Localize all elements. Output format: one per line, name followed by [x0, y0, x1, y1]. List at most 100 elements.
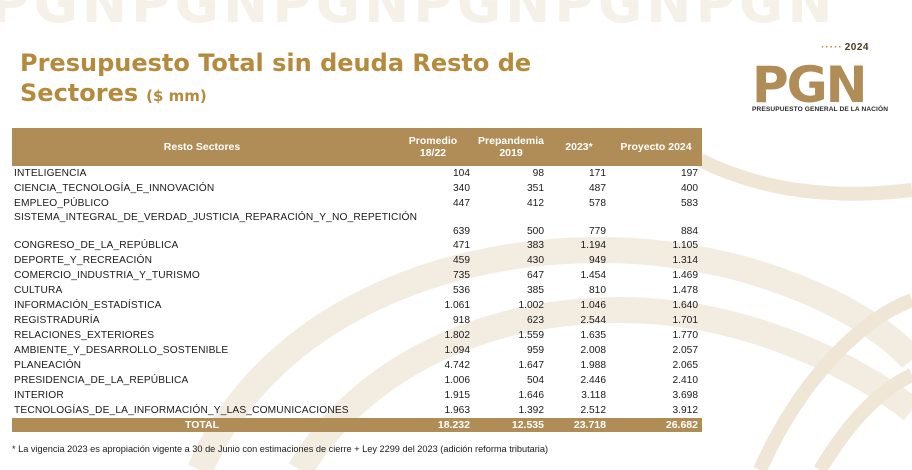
row-average: 459 [453, 255, 470, 266]
table-total-row: TOTAL 18.232 12.535 23.718 26.682 [12, 418, 702, 432]
row-average: 1.006 [444, 375, 471, 386]
table-row: COMERCIO_INDUSTRIA_Y_TURISMO 735 647 1.454 1… [12, 268, 702, 283]
row-sector-name: INTERIOR [14, 390, 64, 401]
row-sector-name: REGISTRADURÍA [14, 315, 100, 326]
row-sector-name: CULTURA [14, 285, 63, 296]
row-prepandemic: 351 [527, 183, 544, 194]
logo-year-label: ····· 2024 [821, 42, 869, 53]
row-prepandemic: 412 [527, 198, 544, 209]
row-average: 639 [453, 226, 470, 237]
row-sector-name: RELACIONES_EXTERIORES [14, 330, 155, 341]
row-2023: 578 [589, 198, 606, 209]
table-row: INTELIGENCIA 104 98 171 197 [12, 166, 702, 181]
row-2024: 400 [681, 183, 698, 194]
row-2023: 949 [589, 255, 606, 266]
footnote: * La vigencia 2023 es apropiación vigent… [12, 444, 549, 454]
row-average: 735 [453, 270, 470, 281]
pgn-logo-mark: PGN [752, 56, 868, 106]
total-2023: 23.718 [548, 418, 610, 432]
row-2024: 1.469 [672, 270, 699, 281]
row-2023: 1.194 [580, 240, 607, 251]
pgn-logo: ····· 2024 PGN PRESUPUESTO GENERAL DE LA … [750, 42, 895, 122]
table-row: RELACIONES_EXTERIORES 1.802 1.559 1.635 1.77… [12, 328, 702, 343]
header-2024: Proyecto 2024 [610, 128, 702, 166]
table-row: INFORMACIÓN_ESTADÍSTICA 1.061 1.002 1.046 1.… [12, 298, 702, 313]
table-row: CIENCIA_TECNOLOGÍA_E_INNOVACIÓN 340 351 487… [12, 181, 702, 196]
header-prepandemic: Prepandemia 2019 [474, 128, 548, 166]
row-prepandemic: 959 [527, 345, 544, 356]
logo-year: 2024 [844, 42, 869, 53]
table-row: CULTURA 536 385 810 1.478 [12, 283, 702, 298]
total-label: TOTAL [12, 418, 392, 432]
row-2024: 3.912 [672, 405, 699, 416]
row-sector-name: DEPORTE_Y_RECREACIÓN [14, 255, 153, 266]
row-2023: 1.988 [580, 360, 607, 371]
row-prepandemic: 1.392 [518, 405, 545, 416]
row-2023: 2.446 [580, 375, 607, 386]
row-sector-name: AMBIENTE_Y_DESARROLLO_SOSTENIBLE [14, 345, 229, 356]
row-2023: 2.008 [580, 345, 607, 356]
row-prepandemic: 383 [527, 240, 544, 251]
row-sector-name: INFORMACIÓN_ESTADÍSTICA [14, 300, 162, 311]
row-sector-name: INTELIGENCIA [14, 168, 87, 179]
table-row: PRESIDENCIA_DE_LA_REPÚBLICA 1.006 504 2.446… [12, 373, 702, 388]
table-row: DEPORTE_Y_RECREACIÓN 459 430 949 1.314 [12, 253, 702, 268]
row-prepandemic: 647 [527, 270, 544, 281]
row-prepandemic: 1.647 [518, 360, 545, 371]
row-sector-name: PLANEACIÓN [14, 360, 82, 371]
row-2023: 1.635 [580, 330, 607, 341]
row-prepandemic: 98 [532, 168, 544, 179]
row-sector-name: EMPLEO_PÚBLICO [14, 198, 109, 209]
table-row: AMBIENTE_Y_DESARROLLO_SOSTENIBLE 1.094 959… [12, 343, 702, 358]
row-2024: 3.698 [672, 390, 699, 401]
row-2023: 779 [589, 226, 606, 237]
row-prepandemic: 500 [527, 226, 544, 237]
row-2023: 2.512 [580, 405, 607, 416]
title-unit: ($ mm) [146, 87, 207, 105]
row-average: 340 [453, 183, 470, 194]
table-row: INTERIOR 1.915 1.646 3.118 3.698 [12, 388, 702, 403]
row-average: 1.915 [444, 390, 471, 401]
row-average: 104 [453, 168, 470, 179]
row-2023: 1.454 [580, 270, 607, 281]
total-2024: 26.682 [610, 418, 702, 432]
row-sector-name: PRESIDENCIA_DE_LA_REPÚBLICA [14, 375, 189, 386]
table-row: PLANEACIÓN 4.742 1.647 1.988 2.065 [12, 358, 702, 373]
total-prepandemic: 12.535 [474, 418, 548, 432]
row-average: 1.061 [444, 300, 471, 311]
row-2023: 171 [589, 168, 606, 179]
row-2024: 1.770 [672, 330, 699, 341]
row-2023: 3.118 [581, 390, 606, 401]
page-title: Presupuesto Total sin deuda Resto de Sec… [20, 48, 560, 111]
budget-table: Resto Sectores Promedio 18/22 Prepandemi… [12, 128, 702, 432]
header-average: Promedio 18/22 [392, 128, 474, 166]
row-prepandemic: 504 [527, 375, 544, 386]
total-average: 18.232 [392, 418, 474, 432]
row-sector-name: CONGRESO_DE_LA_REPÚBLICA [14, 240, 179, 251]
row-2024: 1.701 [672, 315, 699, 326]
title-text: Presupuesto Total sin deuda Resto de Sec… [20, 49, 532, 107]
row-2024: 583 [681, 198, 698, 209]
row-2024: 884 [681, 226, 698, 237]
row-2024: 1.105 [672, 240, 699, 251]
table-row: SISTEMA_INTEGRAL_DE_VERDAD_JUSTICIA_REPA… [12, 211, 702, 238]
row-2023: 2.544 [580, 315, 607, 326]
table-row: EMPLEO_PÚBLICO 447 412 578 583 [12, 196, 702, 211]
row-average: 918 [453, 315, 470, 326]
row-average: 536 [453, 285, 470, 296]
row-prepandemic: 385 [527, 285, 544, 296]
row-sector-name: COMERCIO_INDUSTRIA_Y_TURISMO [14, 270, 200, 281]
row-2024: 2.057 [672, 345, 699, 356]
row-average: 471 [453, 240, 470, 251]
row-2024: 197 [681, 168, 698, 179]
table-row: REGISTRADURÍA 918 623 2.544 1.701 [12, 313, 702, 328]
row-average: 447 [453, 198, 470, 209]
row-prepandemic: 1.002 [518, 300, 545, 311]
row-prepandemic: 430 [527, 255, 544, 266]
row-2024: 1.640 [672, 300, 699, 311]
row-2024: 1.314 [672, 255, 699, 266]
table-row: CONGRESO_DE_LA_REPÚBLICA 471 383 1.194 1.105 [12, 238, 702, 253]
svg-text:PGNPGNPGNPGNPGNPGN: PGNPGNPGNPGNPGNPGN [0, 0, 837, 35]
row-2024: 2.065 [672, 360, 699, 371]
